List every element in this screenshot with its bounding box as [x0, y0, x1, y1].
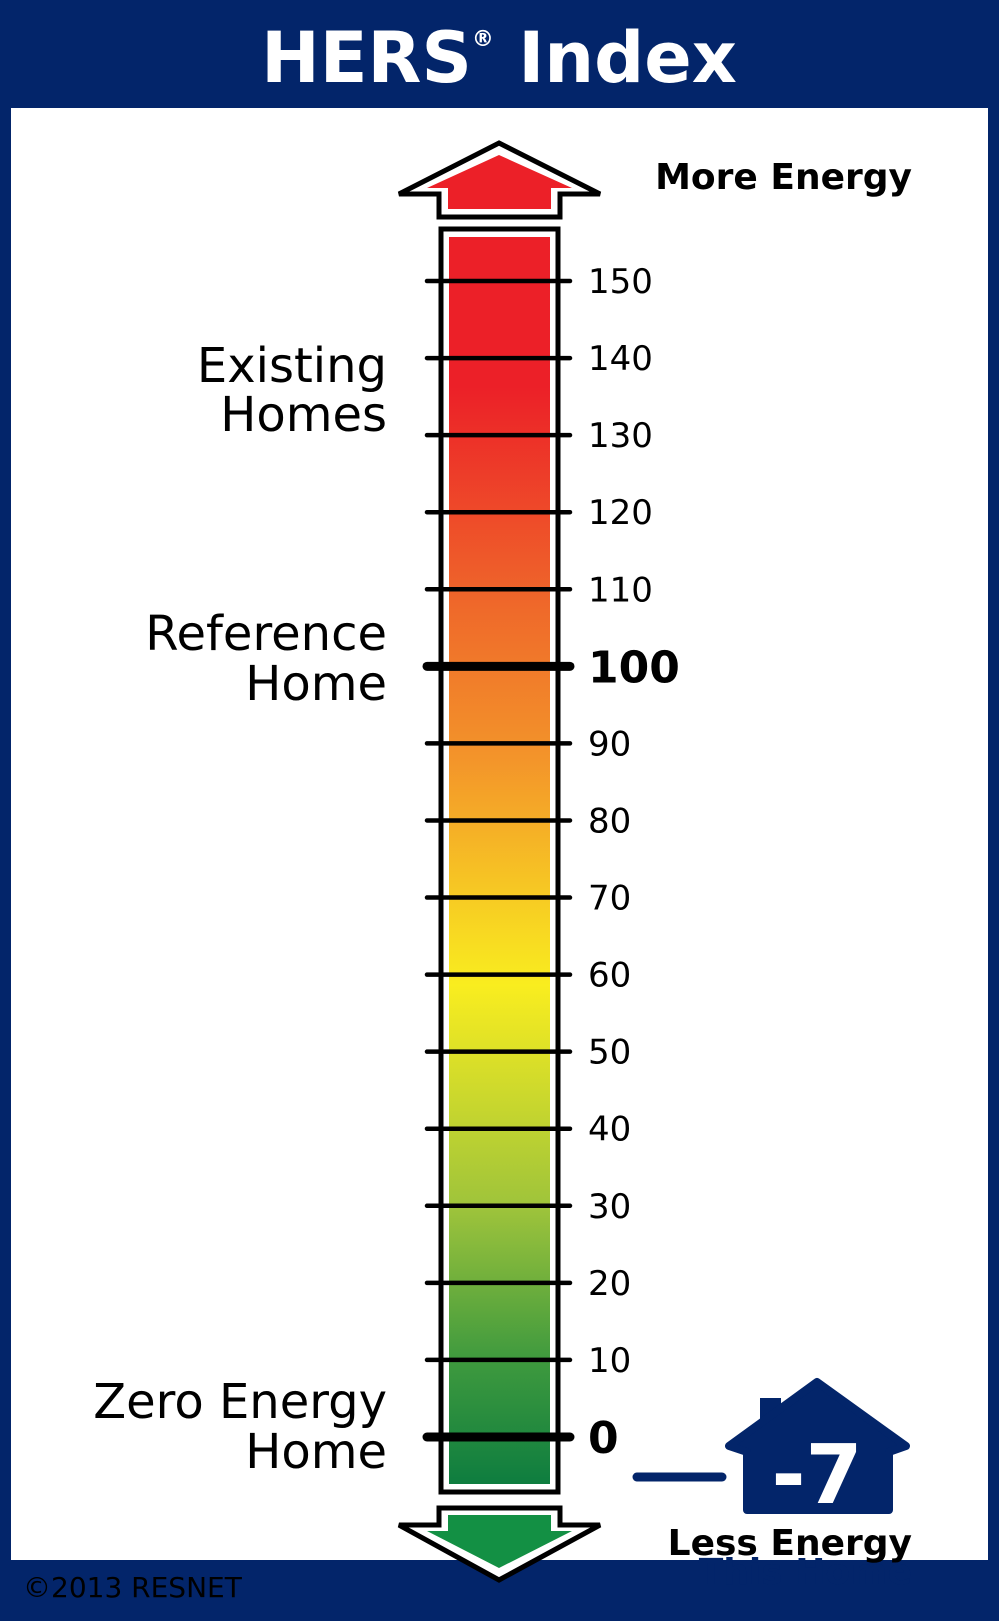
zero-energy-home-label-2: Home [245, 1424, 387, 1480]
scale-bar-gradient [449, 237, 550, 1484]
tick-label: 40 [588, 1110, 631, 1150]
this-home-label: This Home [699, 1552, 912, 1593]
tick-label: 20 [588, 1264, 631, 1304]
this-home-value: -7 [771, 1428, 862, 1523]
tick-label: 30 [588, 1187, 631, 1227]
existing-homes-label-1: Existing [197, 338, 387, 394]
tick-label: 140 [588, 339, 653, 379]
zero-energy-home-label-1: Zero Energy [93, 1374, 387, 1430]
tick-label: 130 [588, 416, 653, 456]
page-title: HERS® Index [261, 17, 737, 99]
reference-home-label-1: Reference [145, 606, 387, 662]
tick-label: 70 [588, 879, 631, 919]
tick-label: 80 [588, 801, 631, 841]
tick-label: 60 [588, 956, 631, 996]
tick-label: 50 [588, 1033, 631, 1073]
existing-homes-label-2: Homes [220, 387, 387, 443]
down-arrow-fill [427, 1515, 572, 1568]
reference-home-label-2: Home [245, 656, 387, 712]
up-arrow-fill [427, 155, 572, 209]
tick-label: 150 [588, 262, 653, 302]
copyright-text: ©2013 RESNET [23, 1571, 243, 1604]
more-energy-label: More Energy [655, 157, 912, 198]
tick-label: 120 [588, 493, 653, 533]
tick-label: 0 [588, 1413, 619, 1464]
tick-label: 10 [588, 1341, 631, 1381]
less-energy-label: Less Energy [668, 1523, 912, 1564]
tick-label: 90 [588, 724, 631, 764]
tick-group: 0 10 20 30 40 50 60 70 80 90 100 110 120 130 140 150 [422, 262, 680, 1464]
house-icon [725, 1378, 910, 1514]
tick-label: 100 [588, 642, 680, 693]
tick-label: 110 [588, 570, 653, 610]
